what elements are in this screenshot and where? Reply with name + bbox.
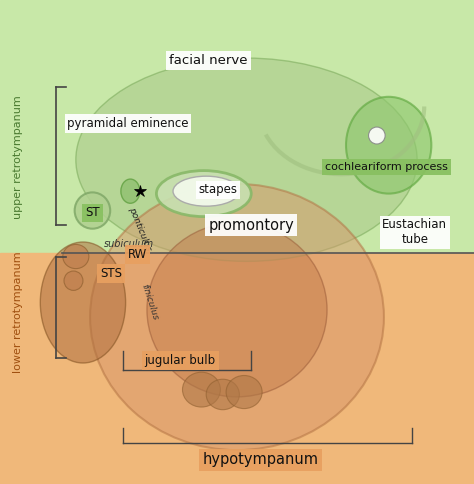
Ellipse shape — [346, 97, 431, 194]
Ellipse shape — [75, 193, 110, 229]
Text: promontory: promontory — [209, 218, 294, 232]
Ellipse shape — [173, 176, 239, 206]
Ellipse shape — [147, 223, 327, 397]
Ellipse shape — [369, 127, 385, 144]
Bar — [0, 253, 474, 484]
Ellipse shape — [206, 379, 239, 409]
Text: ponticulus: ponticulus — [127, 206, 153, 253]
Ellipse shape — [226, 376, 262, 408]
Text: Eustachian
tube: Eustachian tube — [382, 218, 447, 246]
Text: jugular bulb: jugular bulb — [145, 354, 216, 367]
Text: subiculum: subiculum — [104, 240, 155, 249]
Text: hypotympanum: hypotympanum — [203, 453, 319, 467]
Ellipse shape — [76, 58, 417, 261]
Text: pyramidal eminence: pyramidal eminence — [67, 117, 189, 130]
Ellipse shape — [90, 184, 384, 450]
Text: cochleariform process: cochleariform process — [325, 162, 448, 172]
Ellipse shape — [182, 372, 220, 407]
Text: STS: STS — [100, 267, 122, 280]
Text: lower retrotympanum: lower retrotympanum — [13, 251, 23, 373]
Text: finiculus: finiculus — [139, 283, 159, 322]
Ellipse shape — [40, 242, 126, 363]
Ellipse shape — [156, 171, 251, 217]
Ellipse shape — [63, 244, 89, 269]
Text: facial nerve: facial nerve — [169, 54, 248, 67]
Text: RW: RW — [128, 248, 147, 260]
Text: ST: ST — [85, 207, 100, 219]
Ellipse shape — [121, 179, 140, 203]
Ellipse shape — [64, 271, 83, 290]
Text: stapes: stapes — [199, 183, 237, 196]
Text: upper retrotympanum: upper retrotympanum — [13, 95, 23, 219]
Bar — [0, 0, 474, 253]
